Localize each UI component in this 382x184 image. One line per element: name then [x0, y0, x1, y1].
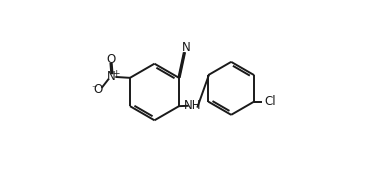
Text: N: N [181, 41, 190, 54]
Text: Cl: Cl [264, 95, 276, 108]
Text: +: + [112, 69, 119, 78]
Text: O: O [93, 83, 103, 96]
Text: ⁻: ⁻ [91, 84, 96, 94]
Text: NH: NH [184, 99, 201, 112]
Text: O: O [106, 53, 115, 66]
Text: N: N [107, 70, 116, 83]
